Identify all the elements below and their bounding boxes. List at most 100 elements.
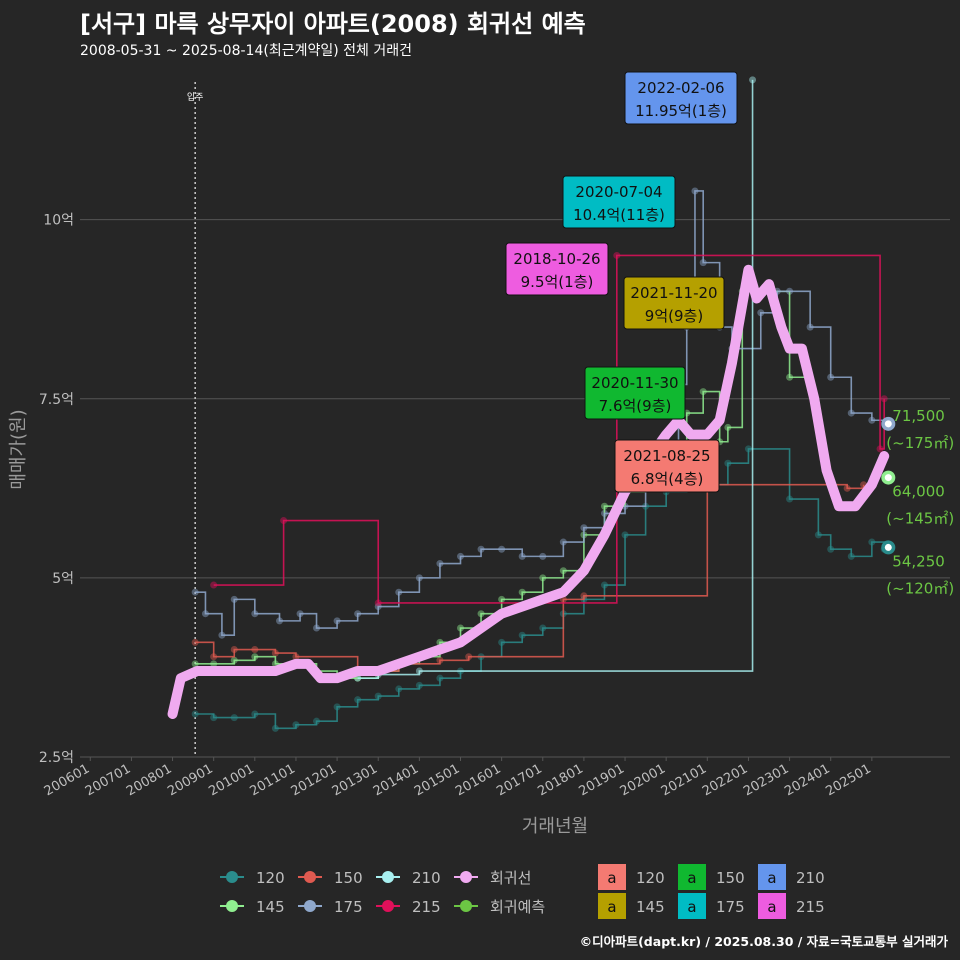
annotation-box [584, 366, 686, 420]
x-tick-label: 202101 [659, 761, 709, 799]
legend-box-key [598, 864, 626, 890]
legend-box-key [758, 893, 786, 919]
legend-box-label: 150 [716, 869, 745, 887]
annotation-date: 2020-07-04 [575, 183, 662, 201]
legend: 120 150 210 회귀선 145 175 215 회귀예측 a 120 a 150 a 210 a 14… [220, 864, 825, 919]
x-axis-title: 거래년월 [522, 816, 588, 837]
legend-dot-key [304, 871, 316, 883]
forecast-value-label: 64,000 [892, 483, 945, 501]
series-line-210 [357, 79, 754, 679]
x-tick-label: 200701 [83, 761, 133, 799]
grid-lines [80, 219, 950, 758]
annotation-value: 10.4억(11층) [573, 206, 665, 224]
legend-box-key [758, 864, 786, 890]
x-tick-label: 202401 [782, 761, 832, 799]
legend-box-glyph: a [767, 869, 776, 887]
annotations: 2022-02-06 11.95억(1층) 2020-07-04 10.4억(11층)… [505, 71, 738, 493]
move-in-label: 입주 [187, 91, 204, 103]
legend-box-key [678, 893, 706, 919]
annotation-value: 9.5억(1층) [521, 273, 594, 291]
legend-box-label: 145 [636, 898, 665, 916]
annotation-value: 9억(9층) [645, 307, 703, 325]
x-tick-label: 201701 [494, 761, 544, 799]
forecast-point-center [884, 474, 892, 482]
annotation-date: 2021-11-20 [630, 284, 717, 302]
forecast-point-center [884, 420, 892, 428]
legend-box-label: 215 [796, 898, 825, 916]
y-axis-title: 매매가(원) [8, 409, 29, 489]
regression-path [167, 264, 890, 720]
forecast-area-label: (~175㎡) [886, 434, 954, 452]
y-tick-label: 7.5억 [39, 392, 74, 408]
source-credit: ©디아파트(dapt.kr) / 2025.08.30 / 자료=국토교통부 실… [579, 934, 948, 949]
x-tick-label: 200801 [124, 761, 174, 799]
series-line-120 [195, 448, 885, 730]
x-tick-label: 201501 [412, 761, 462, 799]
x-tick-label: 201801 [535, 761, 585, 799]
legend-box-glyph: a [767, 898, 776, 916]
y-tick-label: 10억 [43, 213, 74, 229]
legend-box-glyph: a [607, 898, 616, 916]
legend-box-glyph: a [687, 869, 696, 887]
legend-dot-key [382, 871, 394, 883]
annotation-date: 2018-10-26 [513, 250, 600, 268]
series-line-150 [195, 483, 865, 672]
y-tick-label: 5억 [52, 571, 74, 587]
legend-box-key [678, 864, 706, 890]
legend-line-label: 210 [412, 869, 441, 887]
legend-box-glyph: a [607, 869, 616, 887]
x-tick-label: 202301 [741, 761, 791, 799]
legend-dot-key [460, 900, 472, 912]
y-tick-label: 2.5억 [39, 750, 74, 766]
legend-box-glyph: a [687, 898, 696, 916]
annotation-value: 7.6억(9층) [599, 397, 672, 415]
annotation-box [505, 242, 609, 296]
series-line-215 [213, 254, 885, 604]
forecast-value-label: 54,250 [892, 552, 945, 570]
chart-subtitle: 2008-05-31 ~ 2025-08-14(최근계약일) 전체 거래건 [80, 43, 412, 59]
annotation-date: 2021-08-25 [623, 447, 710, 465]
annotation-box [623, 276, 725, 330]
legend-line-label: 회귀선 [490, 869, 531, 887]
legend-dot-key [226, 871, 238, 883]
x-tick-label: 200601 [42, 761, 92, 799]
annotation-date: 2020-11-30 [591, 374, 678, 392]
legend-dot-key [382, 900, 394, 912]
x-tick-label: 202201 [700, 761, 750, 799]
x-tick-label: 201301 [330, 761, 380, 799]
legend-line-label: 회귀예측 [490, 898, 545, 916]
annotation-box [624, 71, 738, 125]
chart-title: [서구] 마륵 상무자이 아파트(2008) 회귀선 예측 [80, 10, 586, 38]
legend-line-label: 120 [256, 869, 285, 887]
x-tick-label: 202001 [618, 761, 668, 799]
regression-line [167, 264, 890, 720]
x-tick-label: 201901 [577, 761, 627, 799]
legend-line-label: 175 [334, 898, 363, 916]
annotation-box [614, 439, 720, 493]
legend-dot-key [460, 871, 472, 883]
x-tick-label: 201101 [247, 761, 297, 799]
legend-box-label: 210 [796, 869, 825, 887]
forecast-value-label: 71,500 [892, 407, 945, 425]
forecast-area-label: (~145㎡) [886, 510, 954, 528]
annotation-value: 11.95억(1층) [635, 102, 727, 120]
legend-line-label: 215 [412, 898, 441, 916]
annotation-value: 6.8억(4층) [631, 470, 704, 488]
x-tick-label: 201001 [206, 761, 256, 799]
legend-box-label: 175 [716, 898, 745, 916]
forecast-point-center [884, 543, 892, 551]
legend-box-label: 120 [636, 869, 665, 887]
x-tick-label: 200901 [165, 761, 215, 799]
scatter-points [191, 76, 892, 732]
x-tick-label: 201601 [453, 761, 503, 799]
x-tick-label: 201401 [371, 761, 421, 799]
legend-line-label: 150 [334, 869, 363, 887]
legend-dot-key [304, 900, 316, 912]
annotation-date: 2022-02-06 [637, 79, 724, 97]
annotation-box [562, 175, 676, 229]
x-tick-label: 202501 [823, 761, 873, 799]
legend-dot-key [226, 900, 238, 912]
legend-line-label: 145 [256, 898, 285, 916]
x-tick-label: 201201 [289, 761, 339, 799]
